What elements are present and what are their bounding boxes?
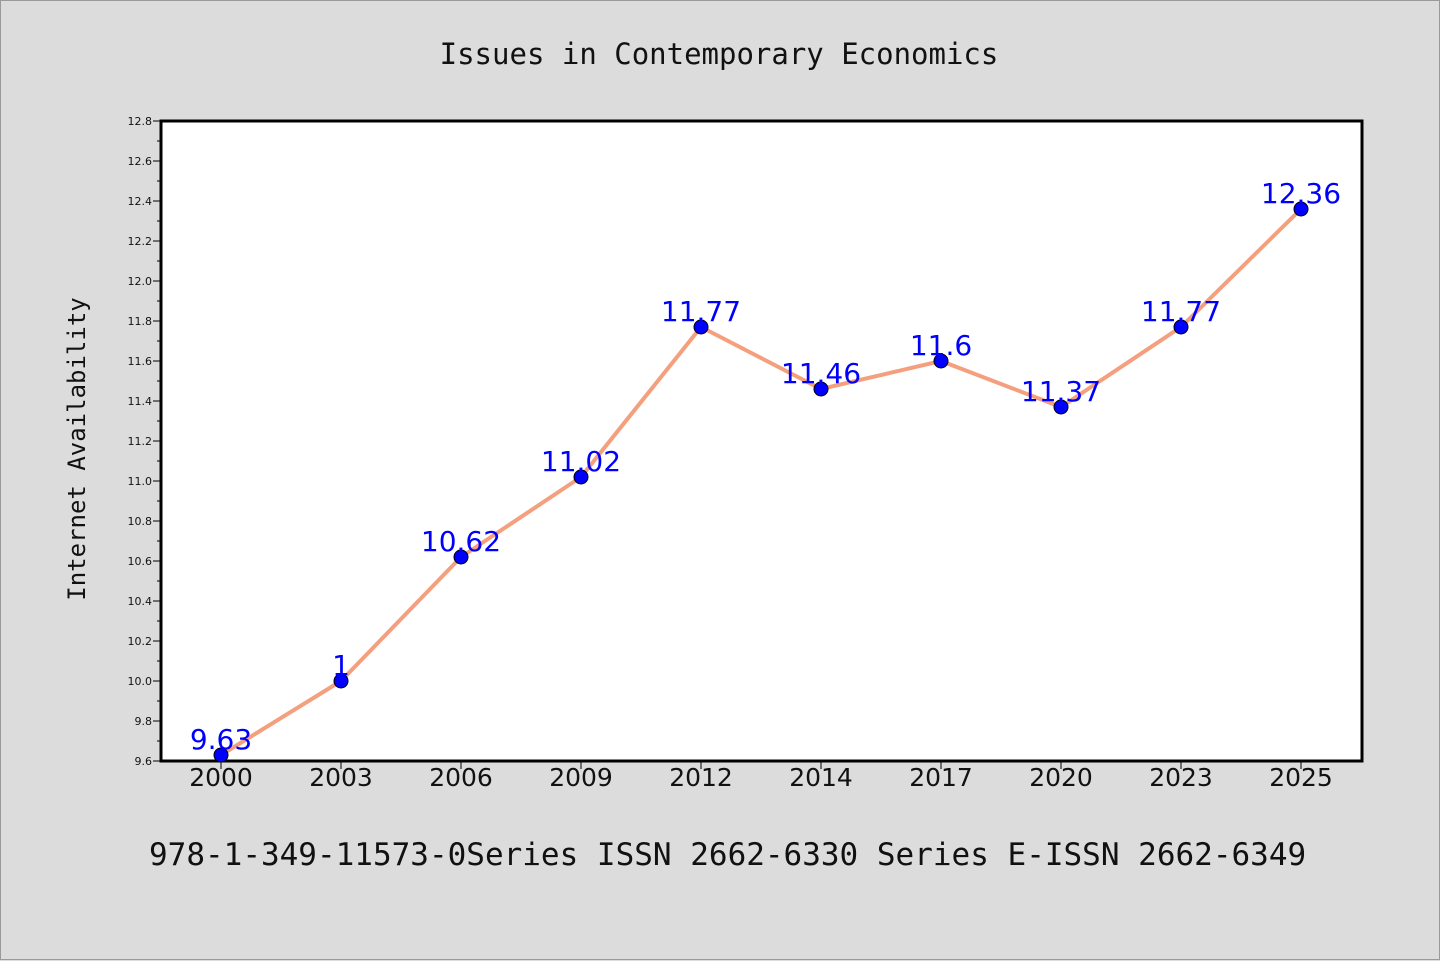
x-tick-label: 2014 xyxy=(789,763,853,792)
x-tick-label: 2003 xyxy=(309,763,373,792)
data-point xyxy=(693,319,709,335)
data-label: 11.6 xyxy=(910,329,972,362)
y-tick-label: 11.4 xyxy=(128,395,153,408)
data-label: 11.02 xyxy=(541,445,621,478)
y-axis-label: Internet Availability xyxy=(63,297,91,600)
plot-area xyxy=(159,119,1364,763)
y-tick-label: 11.6 xyxy=(128,355,153,368)
data-point xyxy=(1053,399,1069,415)
x-tick-label: 2025 xyxy=(1269,763,1333,792)
x-tick-label: 2017 xyxy=(909,763,973,792)
data-point xyxy=(933,353,949,369)
data-label: 11.77 xyxy=(1141,295,1221,328)
chart-title: Issues in Contemporary Economics xyxy=(440,37,999,71)
data-label: 9.63 xyxy=(190,723,252,756)
x-tick-label: 2009 xyxy=(549,763,613,792)
y-tick-label: 12.6 xyxy=(128,155,153,168)
y-tick-label: 10.2 xyxy=(128,635,153,648)
data-point xyxy=(813,381,829,397)
x-tick-label: 2023 xyxy=(1149,763,1213,792)
series-line xyxy=(219,207,1303,757)
y-tick-label: 12.8 xyxy=(128,115,153,128)
x-tick-label: 2020 xyxy=(1029,763,1093,792)
x-tick-label: 2000 xyxy=(189,763,253,792)
y-tick-label: 11.8 xyxy=(128,315,153,328)
y-tick-label: 12.4 xyxy=(128,195,153,208)
data-point xyxy=(573,469,589,485)
x-tick-label: 2012 xyxy=(669,763,733,792)
data-point xyxy=(1293,201,1309,217)
y-tick-label: 10.6 xyxy=(128,555,153,568)
y-tick-label: 10.8 xyxy=(128,515,153,528)
data-point xyxy=(333,673,349,689)
y-tick-label: 11.2 xyxy=(128,435,153,448)
data-label: 11.46 xyxy=(781,357,861,390)
x-tick-label: 2006 xyxy=(429,763,493,792)
y-tick-label: 12.0 xyxy=(128,275,153,288)
y-tick-label: 9.8 xyxy=(135,715,153,728)
y-tick-label: 11.0 xyxy=(128,475,153,488)
data-point xyxy=(213,747,229,763)
y-tick-label: 12.2 xyxy=(128,235,153,248)
x-axis: 2000 2003 2006 2009 2012 2014 2017 2020 2023 2025 xyxy=(189,761,1333,792)
y-tick-label: 10.4 xyxy=(128,595,153,608)
footer-text: 978-1-349-11573-0Series ISSN 2662-6330 S… xyxy=(149,837,1306,873)
y-tick-label: 9.6 xyxy=(135,755,153,768)
y-tick-label: 10.0 xyxy=(128,675,153,688)
data-point xyxy=(453,549,469,565)
data-point xyxy=(1173,319,1189,335)
data-label: 11.37 xyxy=(1021,375,1101,408)
data-label: 11.77 xyxy=(661,295,741,328)
data-label: 12.36 xyxy=(1261,177,1341,210)
data-label: 1 xyxy=(332,649,350,682)
data-label: 10.62 xyxy=(421,525,501,558)
series-layer: 9.63 1 10.62 11.02 11.77 11.46 11.6 11.37 11.77 1… xyxy=(190,177,1341,763)
y-axis: 9.6 9.8 10.0 10.2 10.4 10.6 10.8 11.0 11.2 11.4 11… xyxy=(128,115,161,768)
